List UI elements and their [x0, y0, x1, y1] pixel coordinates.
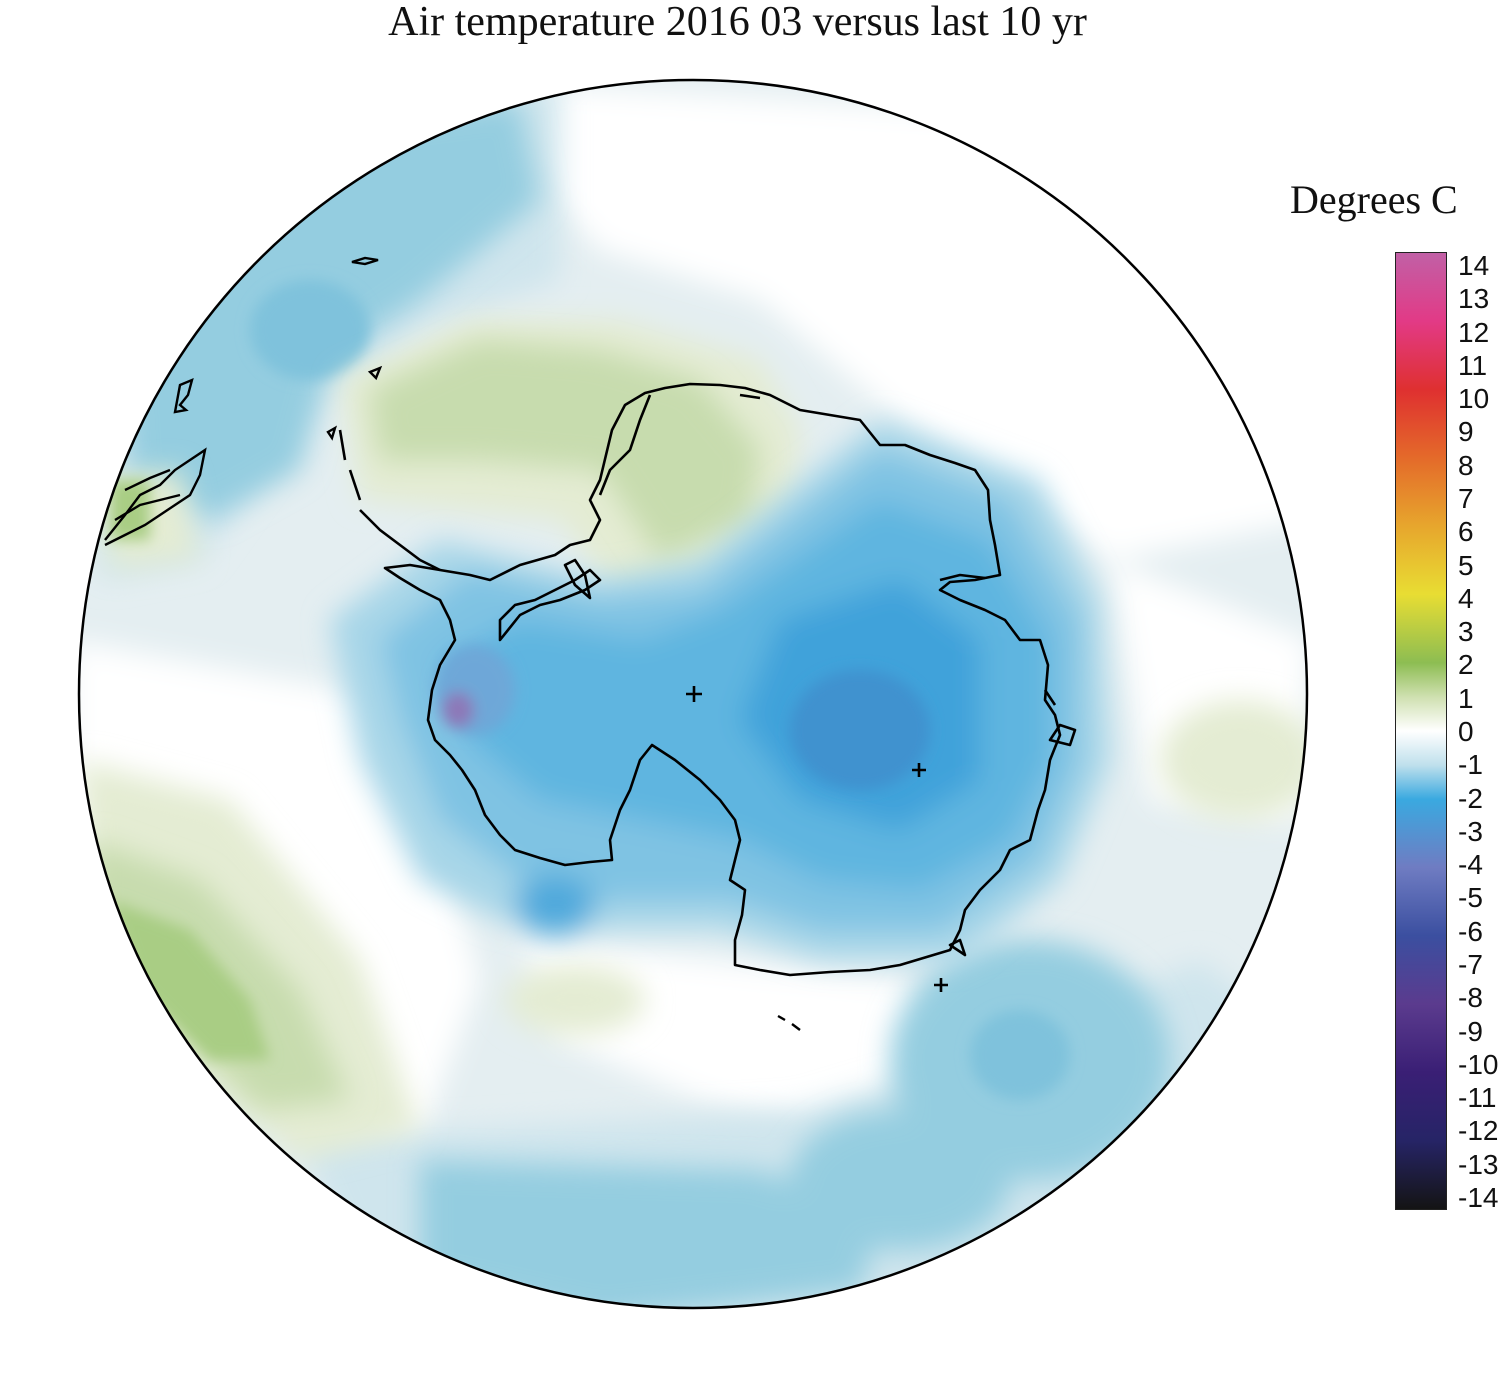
color-scale-tick: -9 — [1458, 1015, 1483, 1047]
color-scale-tick: 6 — [1458, 516, 1474, 548]
color-scale-tick: -7 — [1458, 949, 1483, 980]
color-scale-tick: -3 — [1458, 815, 1483, 847]
color-scale-tick: -11 — [1458, 1082, 1497, 1114]
color-scale-tick: 5 — [1458, 549, 1474, 581]
color-scale-ticks: 14 13 12 11 10 9 8 7 6 5 4 3 2 1 0 -1 -2 -3 -4 -5 -6 -7 -8 -9 -1… — [1458, 246, 1500, 1218]
color-scale-tick: 1 — [1458, 682, 1474, 714]
color-scale-tick: 0 — [1458, 716, 1474, 747]
color-scale-tick: 14 — [1458, 250, 1490, 281]
color-scale-tick: -1 — [1458, 749, 1483, 781]
color-scale-tick: 7 — [1458, 483, 1474, 514]
color-scale-tick: 13 — [1458, 283, 1490, 315]
color-scale-tick: 11 — [1458, 349, 1488, 381]
color-scale-tick: 8 — [1458, 449, 1474, 481]
color-scale-tick: 2 — [1458, 649, 1474, 681]
color-scale-tick: 12 — [1458, 316, 1490, 348]
south-america-coastline — [104, 256, 801, 1031]
antarctica-coastline — [338, 382, 1077, 977]
legend-title: Degrees C — [1290, 177, 1458, 222]
color-scale-tick: -12 — [1458, 1115, 1499, 1147]
color-scale-bar — [1395, 252, 1447, 1210]
color-scale-tick: -6 — [1458, 915, 1483, 947]
temperature-anomaly-field — [79, 80, 1307, 1308]
color-scale-tick: 10 — [1458, 383, 1490, 415]
color-scale-tick: -5 — [1458, 882, 1483, 914]
map-boundary-circle — [77, 78, 1309, 1310]
color-scale-tick: 3 — [1458, 616, 1474, 648]
color-scale-tick: 4 — [1458, 582, 1474, 614]
color-scale-tick: -4 — [1458, 849, 1483, 881]
map-title: Air temperature 2016 03 versus last 10 y… — [388, 0, 1087, 45]
color-scale-tick: -14 — [1458, 1182, 1499, 1213]
grid-markers — [686, 686, 948, 992]
color-scale-tick: 9 — [1458, 416, 1474, 448]
color-scale-tick: -13 — [1458, 1148, 1499, 1180]
color-scale-tick: -10 — [1458, 1048, 1499, 1080]
color-scale-tick: -8 — [1458, 982, 1483, 1014]
color-scale-tick: -2 — [1458, 782, 1483, 814]
